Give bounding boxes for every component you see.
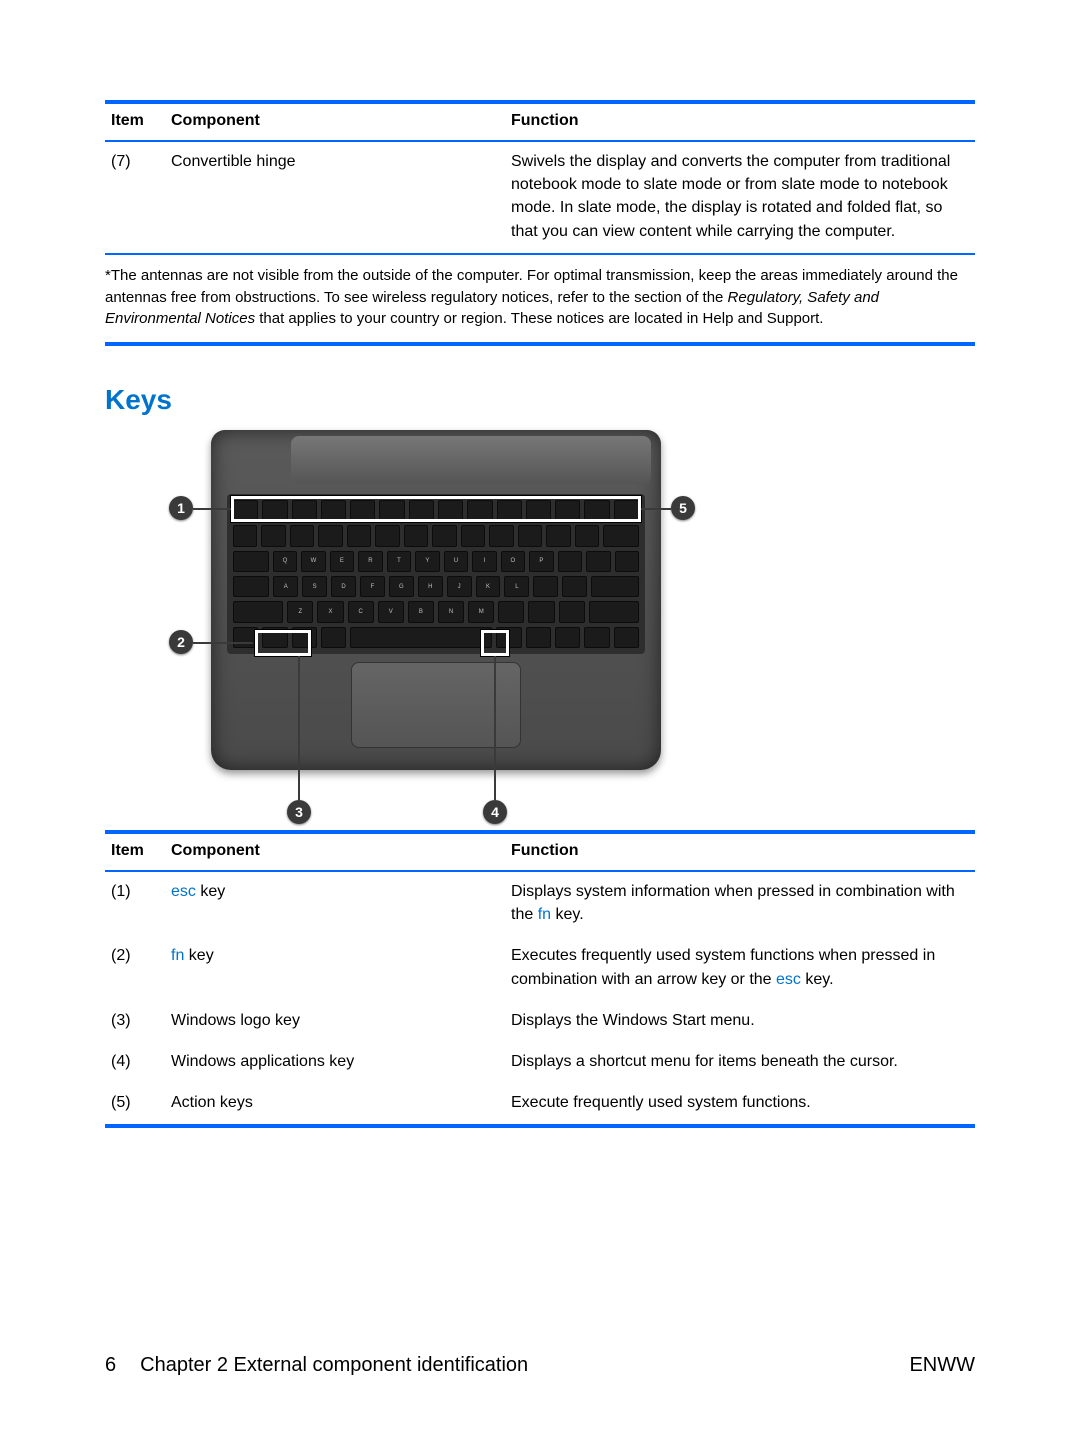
table2-body: (1) esc key Displays system information … (105, 872, 975, 1124)
cell-component: esc key (165, 872, 505, 936)
callout-3-label: 3 (295, 804, 303, 820)
func-pre: Executes frequently used system function… (511, 947, 935, 987)
cell-function: Displays a shortcut menu for items benea… (505, 1042, 975, 1083)
highlight-fn-win-keys (255, 630, 311, 656)
table-row: (1) esc key Displays system information … (105, 872, 975, 936)
keys-figure: QWERTYUIOP ASDFGHJKL ZXCVBNM 1 2 5 3 4 (141, 430, 701, 830)
table2-bottom-rule (105, 1124, 975, 1128)
cell-component: Convertible hinge (165, 142, 505, 253)
document-page: Item Component Function (7) Convertible … (0, 0, 1080, 1437)
table-row: (2) fn key Executes frequently used syst… (105, 936, 975, 1000)
table1-header-item: Item (105, 104, 165, 140)
callout-2: 2 (169, 630, 193, 654)
cell-function: Displays system information when pressed… (505, 872, 975, 936)
callout-3: 3 (287, 800, 311, 824)
table1: Item Component Function (105, 104, 975, 140)
page-number: 6 (105, 1354, 116, 1377)
func-post: key. (801, 971, 834, 988)
page-footer: 6 Chapter 2 External component identific… (105, 1354, 975, 1377)
table1-body: (7) Convertible hinge Swivels the displa… (105, 142, 975, 253)
callout-4-label: 4 (491, 804, 499, 820)
cell-function: Execute frequently used system functions… (505, 1083, 975, 1124)
cell-component: Action keys (165, 1083, 505, 1124)
footnote-text-post: that applies to your country or region. … (255, 310, 823, 327)
callout-2-label: 2 (177, 634, 185, 650)
callout-1-line (193, 508, 231, 510)
table2-header-component: Component (165, 834, 505, 870)
table2: Item Component Function (105, 834, 975, 870)
section-heading-keys: Keys (105, 384, 975, 416)
cell-component: fn key (165, 936, 505, 1000)
callout-1-label: 1 (177, 500, 185, 516)
table-row: (3) Windows logo key Displays the Window… (105, 1001, 975, 1042)
table-row: (5) Action keys Execute frequently used … (105, 1083, 975, 1124)
laptop-hinge (291, 436, 651, 484)
table1-bottom-rule (105, 342, 975, 346)
link-fn: fn (171, 947, 184, 964)
callout-1: 1 (169, 496, 193, 520)
link-fn: fn (538, 906, 551, 923)
callout-2-line (193, 642, 253, 644)
cell-function: Swivels the display and converts the com… (505, 142, 975, 253)
callout-4-line (494, 656, 496, 800)
footer-right: ENWW (909, 1354, 975, 1377)
cell-function: Executes frequently used system function… (505, 936, 975, 1000)
cell-component-rest: key (184, 947, 213, 964)
callout-4: 4 (483, 800, 507, 824)
cell-item: (4) (105, 1042, 165, 1083)
link-esc: esc (776, 971, 801, 988)
cell-item: (5) (105, 1083, 165, 1124)
table-row: (4) Windows applications key Displays a … (105, 1042, 975, 1083)
cell-item: (3) (105, 1001, 165, 1042)
cell-component: Windows logo key (165, 1001, 505, 1042)
table2-header-function: Function (505, 834, 975, 870)
highlight-apps-key (481, 630, 509, 656)
table2-header-item: Item (105, 834, 165, 870)
link-esc: esc (171, 883, 196, 900)
table1-header-function: Function (505, 104, 975, 140)
cell-item: (7) (105, 142, 165, 253)
table-row: (7) Convertible hinge Swivels the displa… (105, 142, 975, 253)
callout-5-label: 5 (679, 500, 687, 516)
cell-component-rest: key (196, 883, 225, 900)
table1-footnote: *The antennas are not visible from the o… (105, 255, 975, 342)
table1-header-component: Component (165, 104, 505, 140)
cell-component: Windows applications key (165, 1042, 505, 1083)
callout-3-line (298, 656, 300, 800)
func-post: key. (551, 906, 584, 923)
callout-5: 5 (671, 496, 695, 520)
cell-item: (2) (105, 936, 165, 1000)
callout-5-line (641, 508, 671, 510)
highlight-action-keys (231, 496, 641, 522)
cell-item: (1) (105, 872, 165, 936)
cell-function: Displays the Windows Start menu. (505, 1001, 975, 1042)
chapter-title: Chapter 2 External component identificat… (140, 1354, 528, 1377)
